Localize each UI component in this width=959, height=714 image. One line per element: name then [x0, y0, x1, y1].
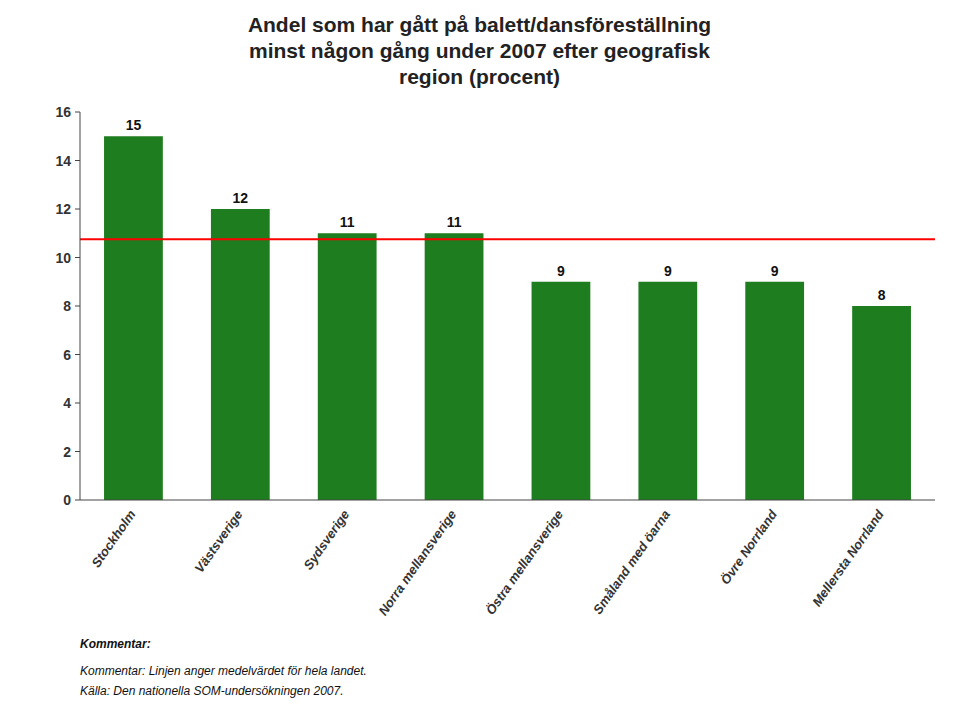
y-tick: [75, 451, 80, 452]
x-tick-label: Sydsverige: [300, 507, 352, 572]
x-tick-label: Övre Norrland: [718, 506, 781, 587]
x-tick-label: Västsverige: [191, 507, 245, 575]
y-tick-label: 6: [63, 347, 71, 363]
x-tick-label: Stockholm: [88, 507, 139, 570]
reference-line: [80, 238, 935, 240]
reference: [80, 239, 935, 240]
bar: [425, 233, 484, 500]
data-label: 8: [878, 287, 886, 303]
x-tick-label: Mellersta Norrland: [809, 506, 887, 609]
y-tick-label: 0: [63, 492, 71, 508]
y-tick-label: 2: [63, 444, 71, 460]
y-tick: [75, 306, 80, 307]
footer-note: Kommentar: Linjen anger medelvärdet för …: [80, 664, 367, 678]
bar: [852, 306, 911, 500]
data-label: 15: [126, 117, 142, 133]
y-tick: [75, 257, 80, 258]
y-tick-label: 14: [55, 153, 71, 169]
data-label: 12: [233, 190, 249, 206]
data-label: 9: [771, 263, 779, 279]
y-tick: [75, 209, 80, 210]
y-tick: [75, 160, 80, 161]
bar: [104, 136, 163, 500]
y-axis: 0 2 4 6 8 10 12 14 16: [55, 104, 80, 508]
y-tick: [75, 354, 80, 355]
x-tick-label: Norra mellansverige: [375, 507, 459, 618]
y-tick-label: 10: [55, 250, 71, 266]
y-tick-label: 4: [63, 395, 71, 411]
bar: [638, 282, 697, 500]
chart: Andel som har gått på balett/dansförestä…: [0, 0, 959, 714]
data-label: 11: [447, 214, 462, 230]
data-label: 9: [664, 263, 672, 279]
bars: [104, 136, 911, 500]
y-tick: [75, 500, 80, 501]
y-tick: [75, 403, 80, 404]
y-tick-label: 16: [55, 104, 71, 120]
y-tick-label: 8: [63, 298, 71, 314]
x-axis-line: [80, 500, 935, 501]
data-label: 11: [340, 214, 355, 230]
bar: [211, 209, 270, 500]
x-tick-label: Östra mellansverige: [483, 507, 567, 617]
x-tick-label: Småland med öarna: [590, 507, 673, 617]
footer-note: Källa: Den nationella SOM-undersökningen…: [80, 684, 344, 698]
y-tick: [75, 112, 80, 113]
data-label: 9: [557, 263, 565, 279]
bar: [318, 233, 377, 500]
y-axis-line: [80, 112, 81, 500]
bar: [745, 282, 804, 500]
x-axis: Stockholm Västsverige Sydsverige Norra mell…: [88, 506, 887, 618]
annotation: Kommentar:: [80, 637, 151, 651]
title: Andel som har gått på balett/dansförestä…: [248, 13, 711, 88]
y-tick-label: 12: [55, 201, 71, 217]
bar: [532, 282, 591, 500]
